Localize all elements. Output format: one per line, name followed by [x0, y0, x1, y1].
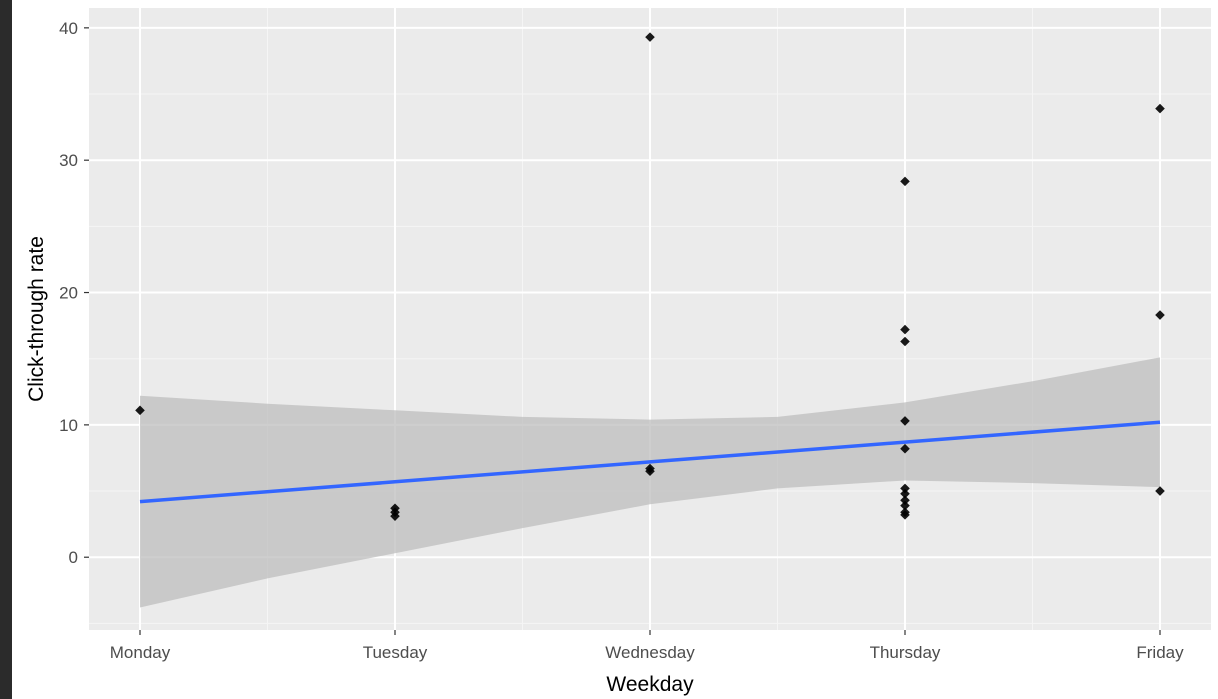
y-tick-label: 0 [69, 548, 78, 567]
data-point [1155, 310, 1165, 320]
y-tick-label: 10 [59, 416, 78, 435]
y-axis-ticks [84, 27, 89, 558]
y-axis-title: Click-through rate [25, 236, 48, 402]
data-point [135, 405, 145, 416]
data-point [900, 324, 910, 335]
data-point [900, 416, 910, 426]
data-point [900, 495, 910, 506]
data-point [900, 483, 910, 494]
data-point [1155, 486, 1165, 496]
y-tick-label: 30 [59, 151, 78, 170]
window-edge [0, 0, 12, 699]
y-tick-label: 20 [59, 284, 78, 303]
data-point [900, 336, 910, 347]
x-tick-label: Thursday [870, 643, 941, 662]
x-tick-labels: Monday Tuesday Wednesday Thursday Friday [110, 643, 1184, 662]
y-tick-labels: 0 10 20 30 40 [59, 19, 78, 567]
data-points [135, 32, 1165, 521]
x-tick-label: Tuesday [363, 643, 428, 662]
trend-line [139, 420, 1161, 504]
data-point [900, 443, 910, 454]
y-tick-label: 40 [59, 19, 78, 38]
data-point [900, 488, 910, 499]
x-tick-label: Monday [110, 643, 171, 662]
data-point [900, 510, 910, 520]
x-axis-ticks [139, 630, 1161, 635]
x-tick-label: Friday [1136, 643, 1184, 662]
data-point [645, 466, 655, 476]
data-point [645, 32, 655, 42]
data-point [1155, 103, 1165, 114]
data-point [900, 500, 910, 511]
data-point [390, 511, 400, 521]
x-axis-title: Weekday [606, 673, 694, 696]
data-point [900, 176, 910, 187]
x-tick-label: Wednesday [605, 643, 695, 662]
